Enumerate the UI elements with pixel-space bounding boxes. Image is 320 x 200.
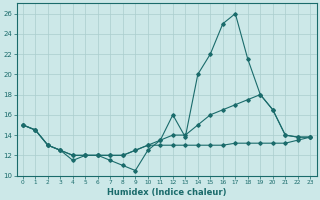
X-axis label: Humidex (Indice chaleur): Humidex (Indice chaleur) [107,188,226,197]
